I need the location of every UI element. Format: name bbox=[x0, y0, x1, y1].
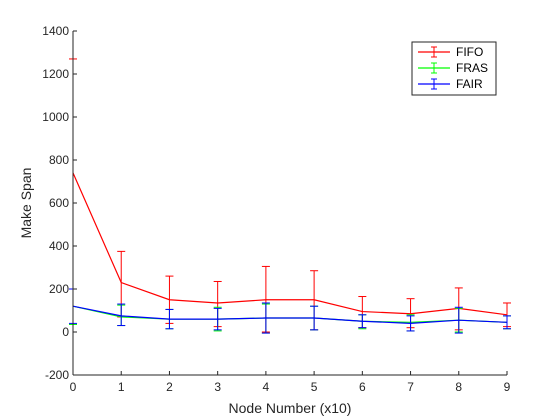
y-tick-label: 1000 bbox=[42, 110, 69, 124]
legend-entries: FIFO FRAS FAIR bbox=[418, 45, 488, 91]
series-layer bbox=[69, 58, 511, 334]
legend: FIFO FRAS FAIR bbox=[411, 41, 497, 96]
x-tick-label: 2 bbox=[166, 380, 173, 394]
legend-label: FAIR bbox=[456, 77, 483, 91]
legend-entry-fair: FAIR bbox=[418, 77, 483, 91]
x-tick-label: 3 bbox=[214, 380, 221, 394]
y-tick-label: 1200 bbox=[42, 67, 69, 81]
error-bar bbox=[117, 303, 126, 327]
y-tick-label: 200 bbox=[49, 282, 69, 296]
series-line-fifo bbox=[72, 172, 508, 316]
y-tick-label: 1400 bbox=[42, 24, 69, 38]
legend-label: FIFO bbox=[456, 45, 483, 59]
legend-label: FRAS bbox=[456, 61, 488, 75]
legend-entry-fifo: FIFO bbox=[418, 45, 483, 59]
y-ticks: -200 0 200 400 600 800 1000 1200 1400 bbox=[42, 24, 77, 382]
y-axis-label: Make Span bbox=[18, 168, 34, 239]
x-tick-label: 8 bbox=[455, 380, 462, 394]
legend-entry-fras: FRAS bbox=[418, 61, 488, 75]
x-ticks: 0 1 2 3 4 5 6 7 8 9 bbox=[70, 371, 511, 394]
x-tick-label: 0 bbox=[70, 380, 77, 394]
series-line-fair bbox=[72, 305, 508, 325]
x-tick-label: 6 bbox=[359, 380, 366, 394]
x-tick-label: 5 bbox=[311, 380, 318, 394]
x-tick-label: 1 bbox=[118, 380, 125, 394]
series-fair bbox=[69, 288, 511, 334]
y-tick-label: 0 bbox=[62, 325, 69, 339]
x-tick-label: 4 bbox=[263, 380, 270, 394]
x-axis-label: Node Number (x10) bbox=[229, 400, 352, 416]
y-tick-label: 600 bbox=[49, 196, 69, 210]
x-tick-label: 7 bbox=[407, 380, 414, 394]
y-tick-label: 800 bbox=[49, 153, 69, 167]
x-tick-label: 9 bbox=[504, 380, 511, 394]
y-tick-label: -200 bbox=[45, 368, 69, 382]
y-tick-label: 400 bbox=[49, 239, 69, 253]
